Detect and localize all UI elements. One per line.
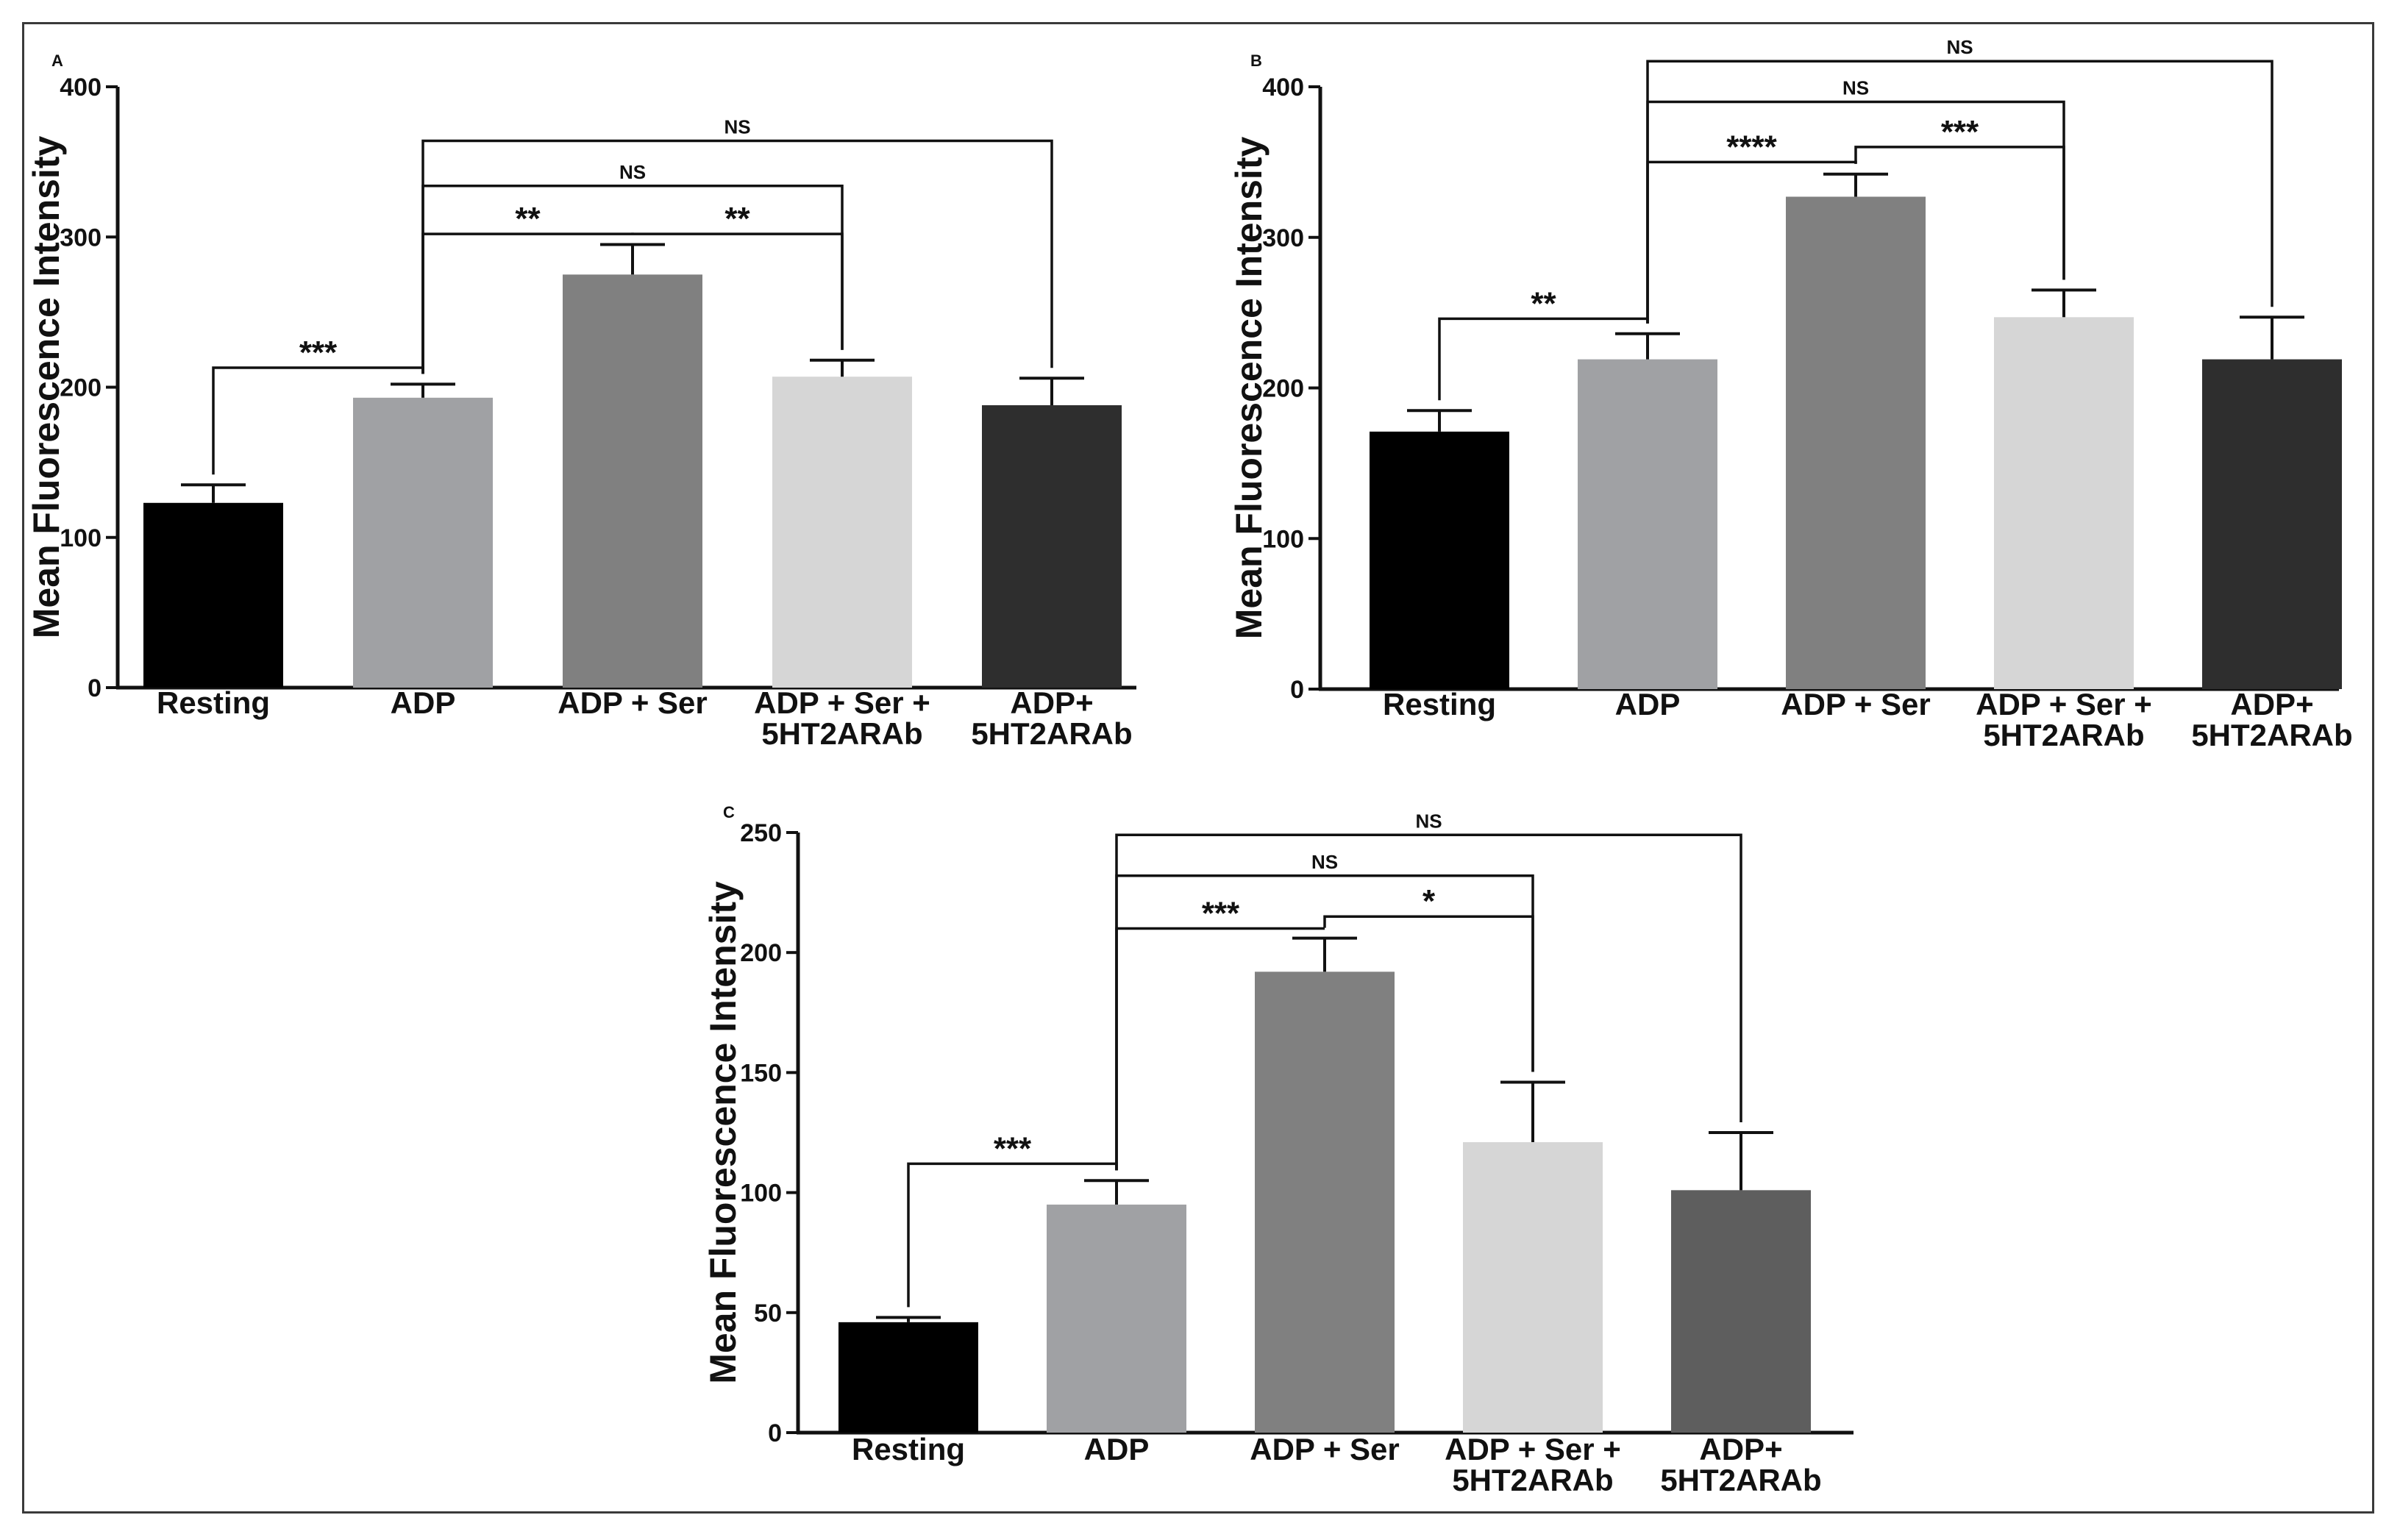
significance-bracket bbox=[1646, 60, 2273, 324]
category-label: 5HT2ARAb bbox=[1660, 1463, 1821, 1497]
category-label: ADP+ bbox=[1699, 1432, 1782, 1466]
chart-panel-a: A Mean Fluorescence Intensity 0 100 200 300 40… bbox=[26, 51, 1136, 751]
significance-label: **** bbox=[1726, 129, 1777, 165]
y-tick-label: 0 bbox=[768, 1419, 782, 1447]
bar bbox=[1578, 359, 1717, 689]
significance-label: ** bbox=[724, 201, 750, 237]
y-tick-label: 200 bbox=[60, 374, 102, 402]
panel-letter: A bbox=[51, 51, 63, 70]
bar bbox=[1671, 1190, 1811, 1433]
significance-label: *** bbox=[1941, 114, 1979, 150]
category-label: 5HT2ARAb bbox=[1983, 718, 2144, 752]
figure-frame bbox=[22, 22, 2374, 1514]
bar bbox=[143, 502, 283, 688]
bar bbox=[353, 397, 493, 688]
significance-bracket bbox=[421, 139, 1053, 374]
chart-panel-b: B Mean Fluorescence Intensity 0 100 200 300 40… bbox=[1228, 36, 2353, 752]
significance-label: *** bbox=[299, 335, 338, 371]
y-tick-label: 300 bbox=[1262, 224, 1304, 252]
y-tick-label: 100 bbox=[740, 1180, 782, 1208]
y-tick-label: 150 bbox=[740, 1059, 782, 1087]
bar bbox=[838, 1322, 978, 1433]
category-label: ADP bbox=[1084, 1432, 1150, 1466]
category-label: ADP + Ser bbox=[1250, 1432, 1400, 1466]
y-tick-label: 400 bbox=[60, 74, 102, 101]
category-label: ADP+ bbox=[2230, 687, 2313, 721]
bar bbox=[563, 274, 702, 688]
category-label: 5HT2ARAb bbox=[2191, 718, 2352, 752]
significance-bracket bbox=[1115, 833, 1742, 1171]
category-label: 5HT2ARAb bbox=[1452, 1463, 1613, 1497]
bar bbox=[772, 377, 912, 688]
significance-label: NS bbox=[1311, 851, 1338, 873]
y-tick-label: 50 bbox=[754, 1300, 782, 1327]
y-tick-label: 250 bbox=[740, 819, 782, 847]
significance-label: NS bbox=[724, 116, 750, 138]
category-label: ADP + Ser + bbox=[1445, 1432, 1621, 1466]
significance-label: * bbox=[1422, 883, 1436, 919]
significance-label: NS bbox=[619, 161, 646, 183]
y-axis-label: Mean Fluorescence Intensity bbox=[26, 136, 67, 639]
y-tick-label: 0 bbox=[1290, 676, 1304, 704]
bar bbox=[1255, 972, 1395, 1433]
category-label: Resting bbox=[1383, 687, 1496, 721]
category-label: 5HT2ARAb bbox=[971, 716, 1132, 751]
panel-letter: B bbox=[1250, 51, 1262, 70]
panel-letter: C bbox=[723, 803, 735, 821]
category-label: Resting bbox=[852, 1432, 965, 1466]
y-tick-label: 200 bbox=[1262, 375, 1304, 403]
category-label: ADP bbox=[391, 685, 456, 720]
significance-label: ** bbox=[515, 201, 541, 237]
category-label: ADP + Ser + bbox=[1976, 687, 2152, 721]
significance-label: NS bbox=[1842, 76, 1869, 99]
bar bbox=[1463, 1142, 1603, 1433]
category-label: Resting bbox=[157, 685, 270, 720]
y-tick-label: 100 bbox=[60, 524, 102, 552]
category-label: ADP+ bbox=[1010, 685, 1093, 720]
bar bbox=[1994, 317, 2134, 689]
category-label: ADP + Ser bbox=[558, 685, 708, 720]
y-tick-label: 400 bbox=[1262, 74, 1304, 101]
bar bbox=[1047, 1204, 1186, 1433]
significance-label: NS bbox=[1415, 810, 1442, 832]
y-axis-label: Mean Fluorescence Intensity bbox=[1228, 137, 1270, 640]
category-label: 5HT2ARAb bbox=[761, 716, 922, 751]
significance-label: ** bbox=[1531, 285, 1556, 321]
category-label: ADP + Ser bbox=[1781, 687, 1931, 721]
y-tick-label: 100 bbox=[1262, 525, 1304, 553]
category-label: ADP + Ser + bbox=[754, 685, 930, 720]
chart-panel-c: C Mean Fluorescence Intensity 0 50 100 150 200… bbox=[702, 803, 1854, 1497]
y-axis-label: Mean Fluorescence Intensity bbox=[702, 881, 744, 1384]
significance-label: *** bbox=[1202, 896, 1240, 932]
bar bbox=[1370, 431, 1509, 689]
bar bbox=[1786, 196, 1926, 689]
bar bbox=[982, 405, 1122, 688]
y-tick-label: 300 bbox=[60, 224, 102, 252]
category-label: ADP bbox=[1615, 687, 1681, 721]
bar bbox=[2202, 359, 2342, 689]
y-tick-label: 200 bbox=[740, 939, 782, 967]
significance-label: *** bbox=[994, 1130, 1032, 1166]
y-tick-label: 0 bbox=[88, 674, 102, 702]
significance-label: NS bbox=[1946, 36, 1973, 58]
